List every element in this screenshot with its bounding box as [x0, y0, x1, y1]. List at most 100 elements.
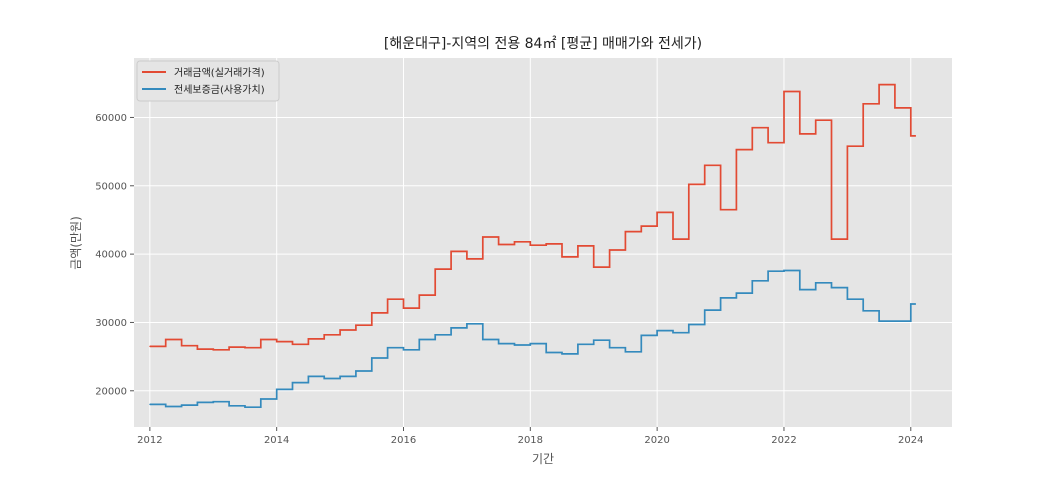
- data-point-jeonse: [339, 375, 341, 377]
- data-point-jeonse: [910, 303, 912, 305]
- data-point-jeonse: [751, 280, 753, 282]
- data-point-jeonse: [593, 339, 595, 341]
- x-tick-label: 2018: [518, 435, 543, 446]
- legend-label-sale: 거래금액(실거래가격): [174, 66, 265, 79]
- data-point-sale: [291, 343, 294, 345]
- legend-label-jeonse: 전세보증금(사용가치): [174, 84, 265, 96]
- data-point-jeonse: [149, 403, 151, 405]
- legend: 거래금액(실거래가격) 전세보증금(사용가치): [136, 60, 280, 102]
- data-point-sale: [910, 135, 912, 137]
- data-point-jeonse: [846, 298, 849, 300]
- data-point-jeonse: [561, 353, 563, 355]
- data-point-jeonse: [656, 330, 658, 332]
- data-point-sale: [862, 103, 864, 105]
- data-point-sale: [815, 119, 817, 121]
- data-point-sale: [418, 294, 420, 296]
- data-point-sale: [482, 236, 484, 238]
- data-point-sale: [402, 307, 405, 309]
- data-point-sale: [830, 238, 833, 240]
- data-point-jeonse: [450, 327, 452, 329]
- data-point-jeonse: [165, 405, 167, 408]
- data-point-jeonse: [466, 323, 468, 325]
- data-point-jeonse: [276, 388, 278, 390]
- series-group: [149, 83, 916, 409]
- data-point-jeonse: [196, 401, 198, 403]
- data-point-jeonse: [355, 370, 357, 372]
- data-point-jeonse: [212, 401, 214, 403]
- data-point-sale: [529, 244, 531, 246]
- data-point-jeonse: [577, 343, 579, 345]
- data-point-sale: [212, 349, 214, 351]
- data-point-sale: [609, 249, 611, 251]
- data-point-jeonse: [260, 398, 262, 400]
- data-point-sale: [149, 345, 151, 347]
- data-point-jeonse: [228, 405, 230, 407]
- x-tick-label: 2012: [137, 435, 162, 446]
- y-tick-label: 30000: [95, 318, 127, 329]
- y-tick-label: 20000: [95, 386, 127, 397]
- data-point-sale: [244, 347, 246, 349]
- data-point-sale: [593, 266, 595, 268]
- y-axis-label: 금액(만원): [69, 216, 83, 270]
- x-tick-label: 2020: [644, 435, 669, 446]
- y-tick-label: 40000: [95, 250, 127, 261]
- data-point-sale: [767, 142, 769, 144]
- data-point-sale: [704, 164, 706, 166]
- data-point-sale: [640, 225, 642, 227]
- data-point-jeonse: [815, 282, 817, 284]
- data-point-sale: [434, 268, 436, 270]
- data-point-sale: [545, 243, 547, 245]
- x-tick-label: 2024: [898, 435, 923, 446]
- data-point-jeonse: [735, 292, 738, 294]
- data-point-jeonse: [418, 338, 420, 341]
- data-point-jeonse: [291, 382, 294, 384]
- data-point-jeonse: [402, 349, 405, 351]
- data-point-sale: [355, 324, 357, 326]
- data-point-sale: [561, 256, 563, 258]
- data-point-sale: [751, 127, 753, 129]
- data-point-sale: [260, 338, 262, 341]
- x-tick-label: 2016: [391, 435, 416, 446]
- data-point-sale: [688, 183, 690, 185]
- data-point-sale: [165, 338, 167, 341]
- data-point-sale: [846, 145, 849, 147]
- data-point-jeonse: [545, 351, 547, 354]
- legend-box: [136, 60, 280, 102]
- data-point-sale: [196, 348, 198, 350]
- x-tick-label: 2022: [771, 435, 796, 446]
- data-point-jeonse: [720, 297, 722, 299]
- data-point-jeonse: [830, 287, 833, 289]
- data-point-sale: [307, 338, 309, 340]
- data-point-jeonse: [609, 347, 611, 349]
- plot-area: [134, 58, 952, 427]
- series-line-sale: [149, 83, 916, 351]
- tick-labels: 2012 2014 2016 2018 2020 2022 2024 20000 30000 40…: [95, 113, 923, 446]
- x-axis-label: 기간: [532, 452, 554, 466]
- data-point-jeonse: [482, 338, 484, 341]
- data-point-sale: [371, 312, 373, 314]
- data-point-sale: [466, 258, 468, 260]
- data-point-jeonse: [783, 269, 785, 272]
- data-point-jeonse: [498, 343, 500, 345]
- data-point-jeonse: [323, 377, 325, 380]
- y-tick-label: 50000: [95, 181, 127, 192]
- data-point-sale: [799, 133, 801, 135]
- data-point-sale: [624, 231, 627, 233]
- data-point-sale: [498, 243, 500, 246]
- data-point-sale: [181, 345, 183, 347]
- data-point-sale: [577, 245, 579, 247]
- data-point-sale: [720, 209, 722, 211]
- data-point-jeonse: [371, 357, 373, 359]
- data-point-sale: [276, 341, 278, 343]
- data-point-jeonse: [513, 344, 516, 346]
- x-tick-label: 2014: [264, 435, 289, 446]
- data-point-jeonse: [529, 343, 531, 345]
- data-point-jeonse: [307, 375, 309, 377]
- data-point-jeonse: [244, 406, 246, 408]
- data-point-sale: [450, 250, 452, 252]
- data-point-sale: [783, 90, 785, 93]
- data-point-jeonse: [799, 289, 801, 291]
- data-point-sale: [387, 298, 389, 300]
- data-point-jeonse: [640, 334, 642, 336]
- data-point-jeonse: [894, 320, 896, 322]
